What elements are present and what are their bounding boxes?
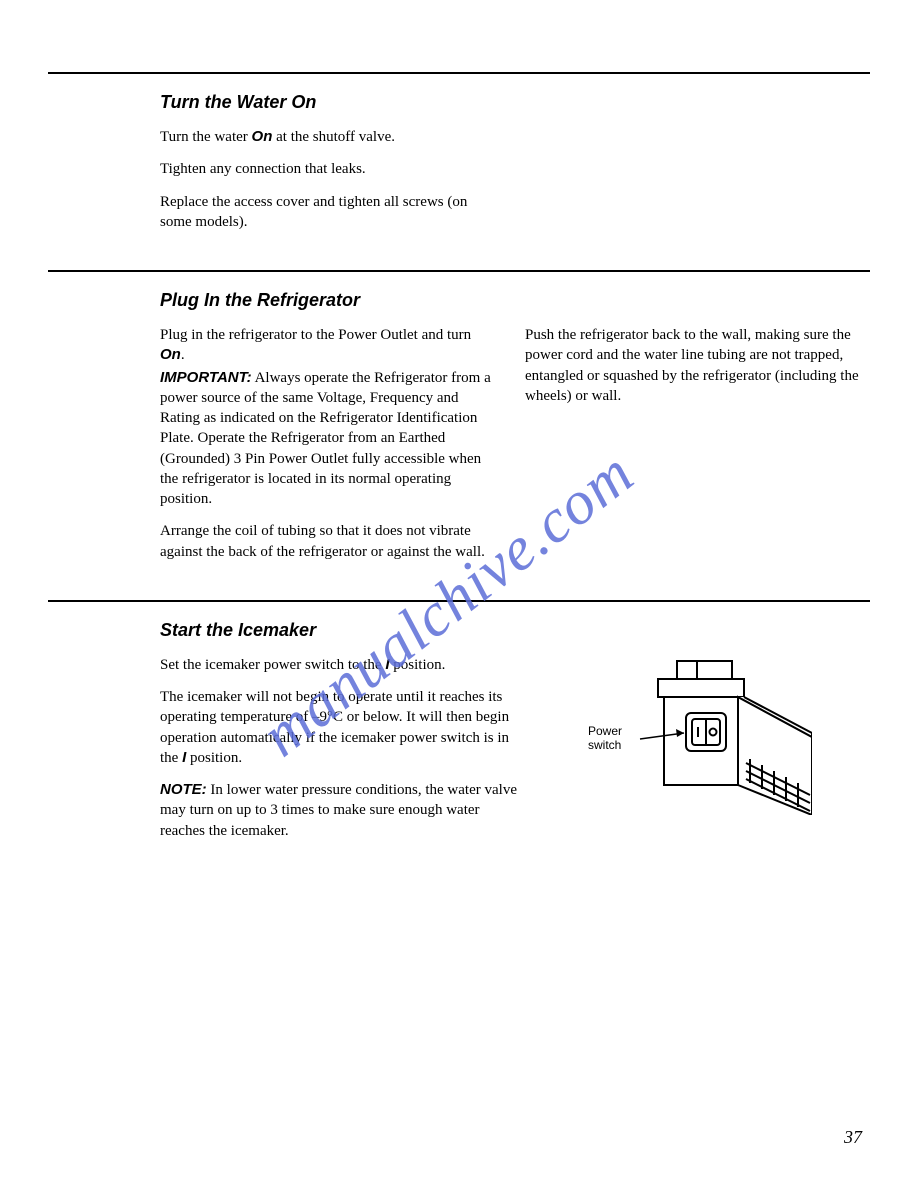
text: In lower water pressure conditions, the … [160,782,517,839]
bold-on: On [160,346,181,363]
text: Turn the water [160,129,252,145]
text: Always operate the Refrigerator from a p… [160,370,491,508]
two-column-layout: Plug in the refrigerator to the Power Ou… [160,325,862,574]
figure-label-line2: switch [588,738,621,752]
bold-on: On [252,128,273,145]
icemaker-figure: Power switch [582,655,812,820]
icemaker-text: Set the icemaker power switch to the I p… [160,655,522,853]
text: position. [186,750,242,766]
text: position. [390,657,446,673]
heading-plug: Plug In the Refrigerator [160,290,862,311]
plug-left-col: Plug in the refrigerator to the Power Ou… [160,325,497,574]
icemaker-row: Set the icemaker power switch to the I p… [160,655,862,853]
plug-right-p1: Push the refrigerator back to the wall, … [525,325,862,406]
text: . [181,347,185,363]
section-plug: Plug In the Refrigerator Plug in the ref… [48,290,870,574]
text: at the shutoff valve. [272,129,395,145]
bold-important: IMPORTANT: [160,369,252,386]
section-water: Turn the Water On Turn the water On at t… [48,92,870,232]
bold-note: NOTE: [160,781,207,798]
icemaker-p1: Set the icemaker power switch to the I p… [160,655,522,675]
section-icemaker: Start the Icemaker Set the icemaker powe… [48,620,870,853]
figure-label-line1: Power [588,724,622,738]
water-para-2: Tighten any connection that leaks. [160,159,862,179]
icemaker-p2: The icemaker will not begin to operate u… [160,687,522,768]
plug-right-col: Push the refrigerator back to the wall, … [525,325,862,574]
divider-rule [48,600,870,602]
water-para-3: Replace the access cover and tighten all… [160,192,490,233]
plug-left-p2: IMPORTANT: Always operate the Refrigerat… [160,368,497,510]
plug-left-p1: Plug in the refrigerator to the Power Ou… [160,325,497,366]
heading-water: Turn the Water On [160,92,862,113]
divider-rule [48,72,870,74]
plug-left-p3: Arrange the coil of tubing so that it do… [160,521,497,562]
text: Set the icemaker power switch to the [160,657,385,673]
icemaker-p3: NOTE: In lower water pressure conditions… [160,780,522,841]
divider-rule [48,270,870,272]
heading-icemaker: Start the Icemaker [160,620,862,641]
manual-page: Turn the Water On Turn the water On at t… [0,0,918,1188]
text: Plug in the refrigerator to the Power Ou… [160,327,471,343]
page-number: 37 [844,1127,862,1148]
water-para-1: Turn the water On at the shutoff valve. [160,127,862,147]
power-switch-diagram-icon: Power switch [582,655,812,815]
